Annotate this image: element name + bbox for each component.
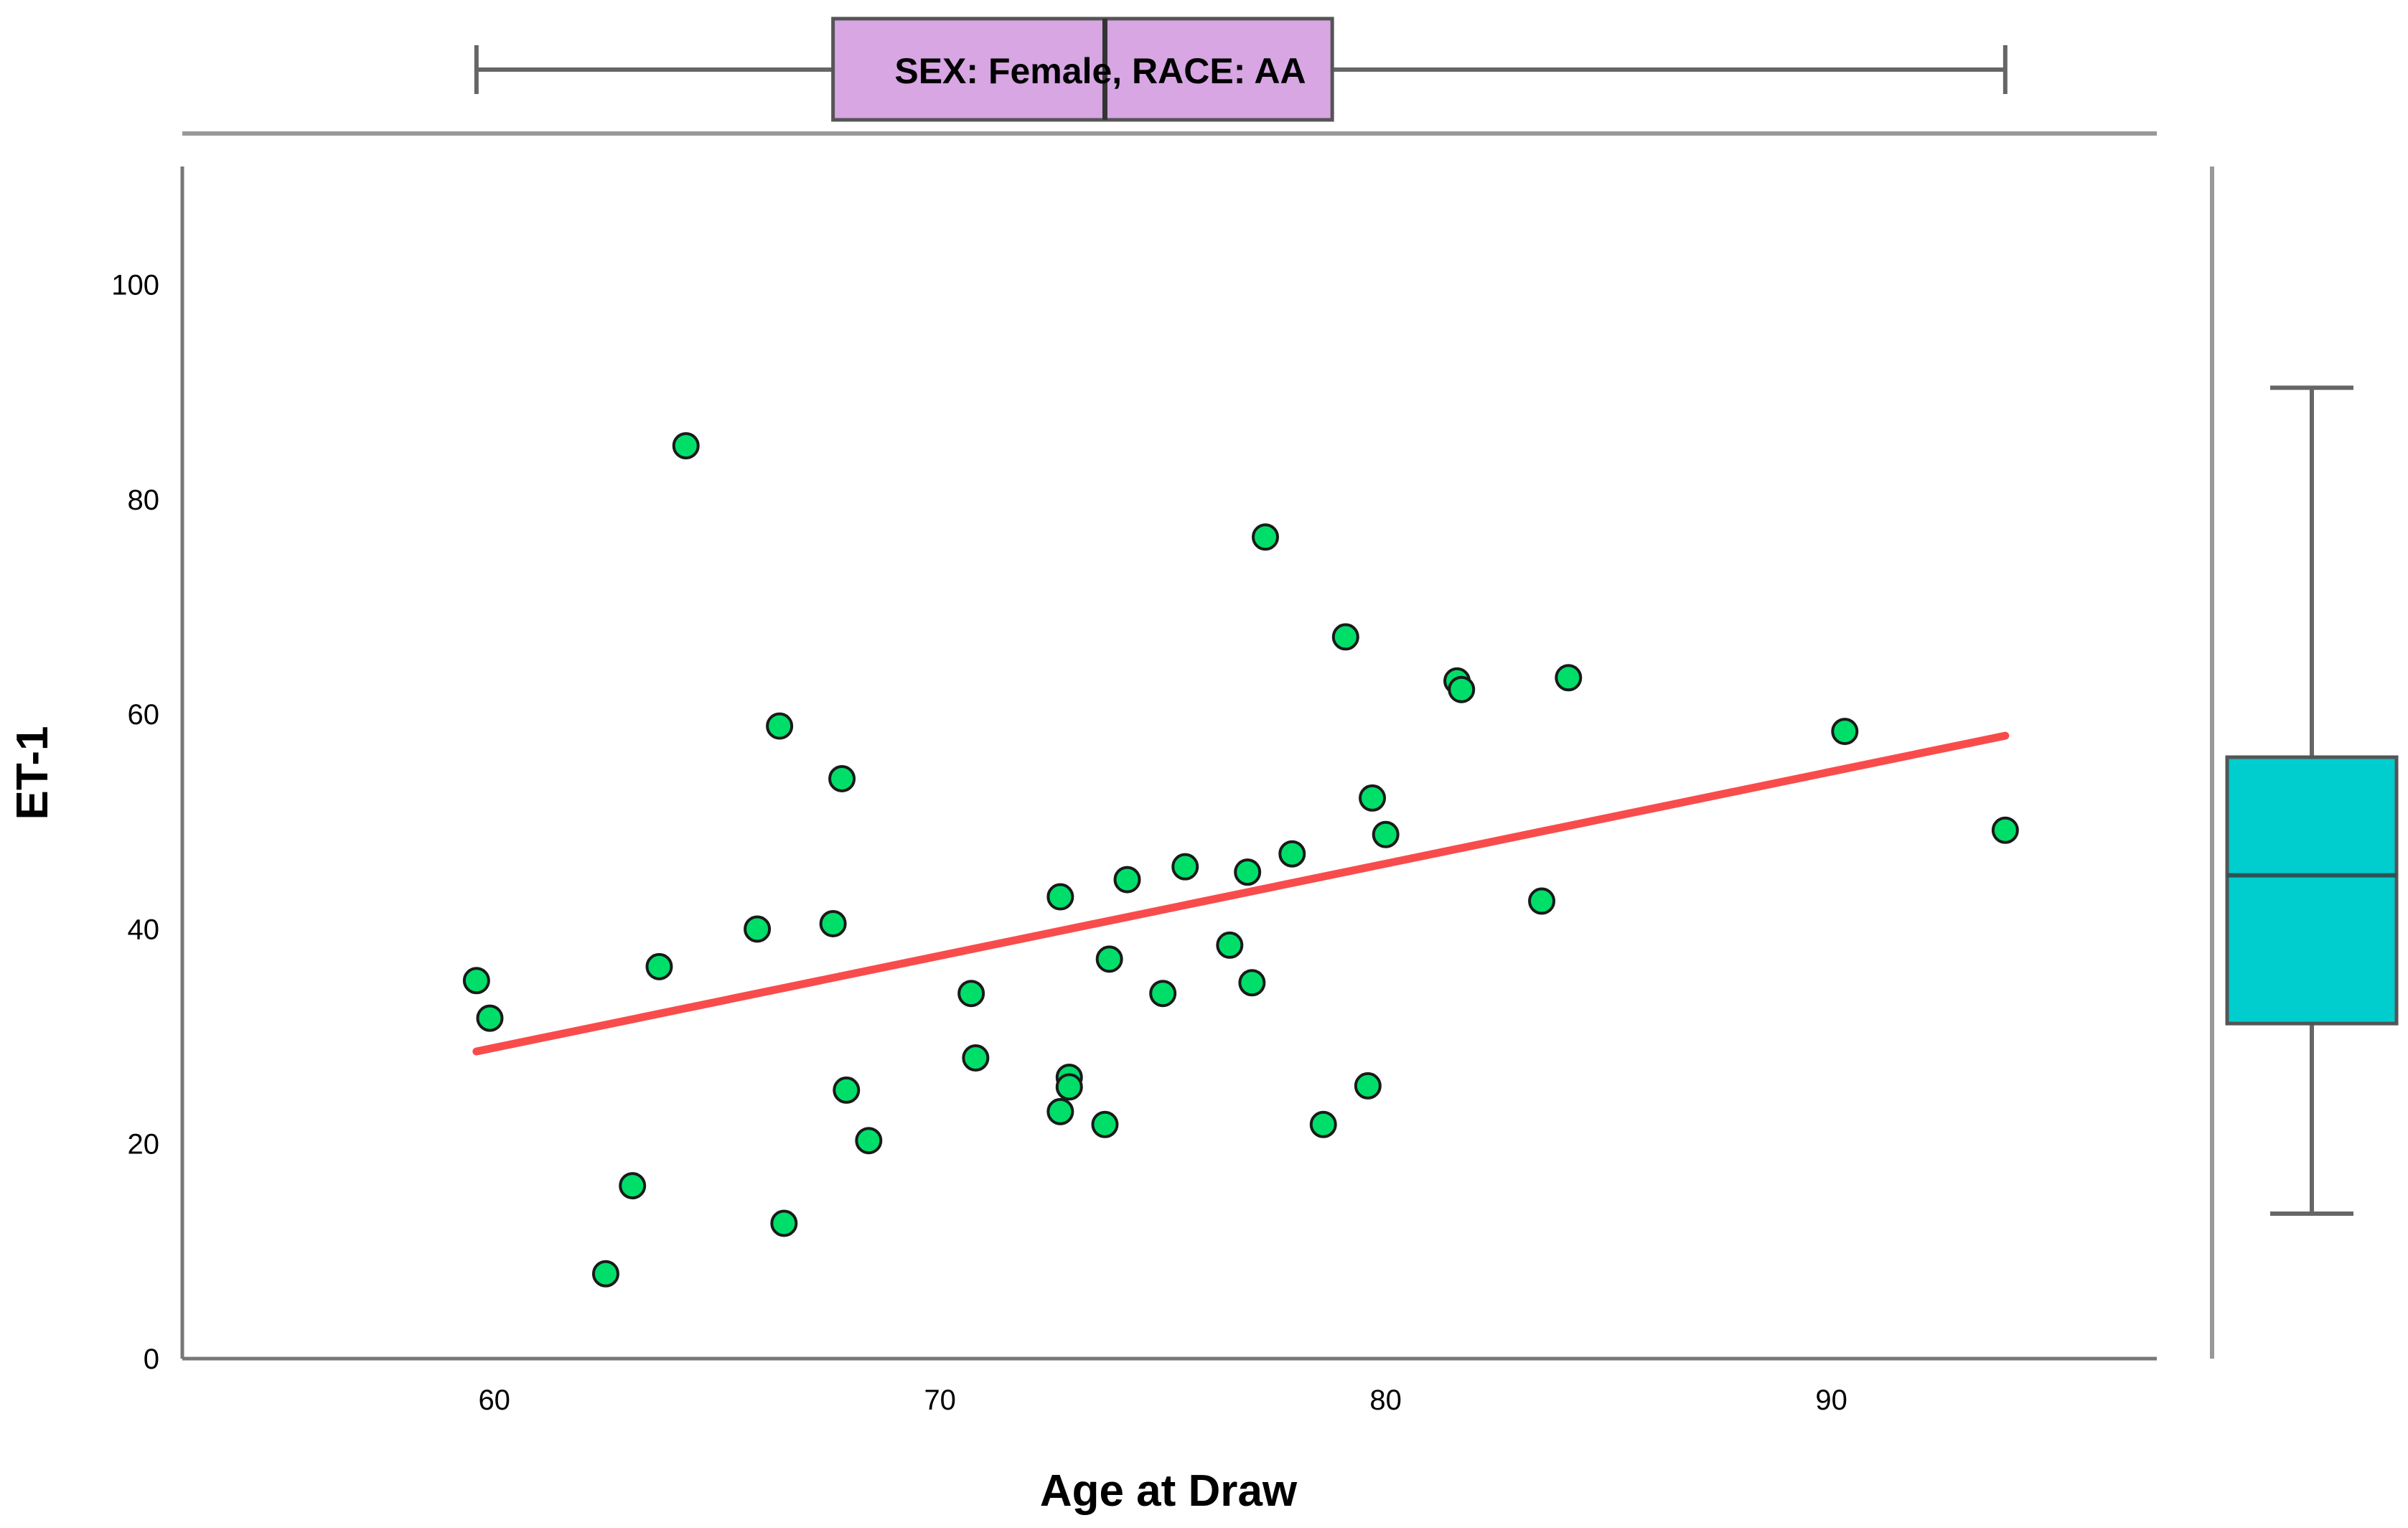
data-point <box>1055 1073 1083 1101</box>
data-point <box>1091 1110 1119 1138</box>
y-boxplot-box <box>2225 755 2399 1026</box>
data-point <box>1095 945 1123 973</box>
data-point <box>833 1076 861 1104</box>
data-point <box>1278 840 1306 868</box>
data-point <box>957 980 985 1008</box>
y-axis-title: ET-1 <box>8 726 57 820</box>
data-point <box>1354 1072 1382 1100</box>
data-point <box>1171 853 1199 881</box>
data-point <box>462 967 490 995</box>
data-point <box>1991 816 2019 844</box>
data-point <box>645 952 673 980</box>
data-point <box>744 915 772 943</box>
fit-line <box>472 731 2010 1056</box>
data-point <box>1113 866 1141 894</box>
data-point <box>1831 718 1859 746</box>
data-point <box>1331 623 1359 651</box>
data-point <box>1555 664 1583 692</box>
x-tick-label: 90 <box>1815 1384 1847 1416</box>
data-point <box>1216 931 1244 959</box>
data-point <box>1046 883 1074 911</box>
data-point <box>1359 784 1387 812</box>
data-point <box>770 1209 798 1237</box>
x-boxplot-box <box>831 17 1334 122</box>
x-tick-label: 70 <box>924 1384 956 1416</box>
data-point <box>1372 820 1400 848</box>
data-point <box>1238 969 1266 997</box>
data-point <box>591 1260 619 1288</box>
data-point <box>1149 980 1177 1008</box>
y-tick-label: 40 <box>128 914 160 945</box>
data-point <box>766 712 794 740</box>
data-point <box>1448 675 1476 703</box>
y-tick-label: 80 <box>128 484 160 516</box>
data-point <box>1528 887 1556 915</box>
y-tick-label: 60 <box>128 699 160 731</box>
x-axis-ticks: 60 70 80 90 <box>478 1384 1847 1416</box>
y-boxplot <box>2225 385 2399 1216</box>
data-point <box>1234 858 1262 886</box>
data-point <box>619 1172 647 1200</box>
y-axis-ticks: 0 20 40 60 80 100 <box>111 270 159 1375</box>
x-axis-title: Age at Draw <box>1040 1466 1298 1516</box>
data-point <box>819 909 847 937</box>
y-tick-label: 20 <box>128 1129 160 1161</box>
data-point <box>476 1004 504 1032</box>
data-point <box>672 432 700 460</box>
data-point <box>962 1044 990 1072</box>
x-boxplot: SEX: Female, RACE: AA <box>474 17 2008 122</box>
data-point <box>1046 1097 1074 1125</box>
x-tick-label: 60 <box>478 1384 510 1416</box>
data-points <box>462 432 2019 1288</box>
data-point <box>855 1127 883 1155</box>
data-point <box>1309 1110 1337 1138</box>
data-point <box>828 764 856 792</box>
data-point <box>1252 523 1280 551</box>
y-tick-label: 100 <box>111 270 159 301</box>
x-tick-label: 80 <box>1369 1384 1402 1416</box>
y-tick-label: 0 <box>144 1344 159 1375</box>
chart-title: SEX: Female, RACE: AA <box>894 51 1306 91</box>
